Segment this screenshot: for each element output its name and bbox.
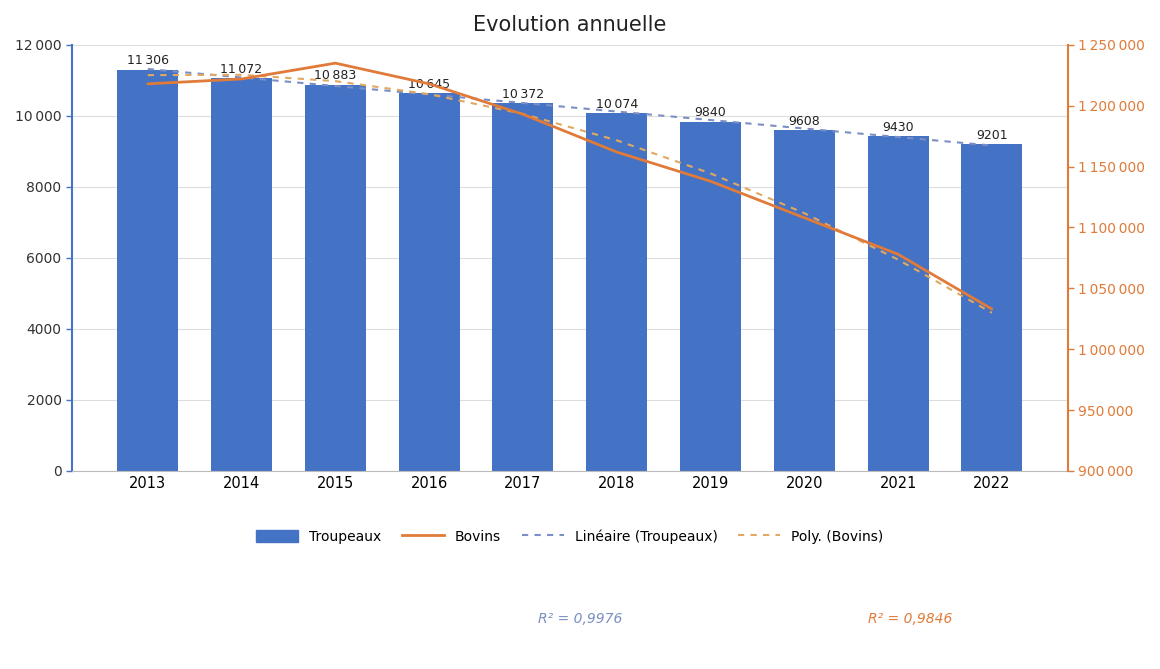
Bar: [774, 130, 835, 471]
Text: 9201: 9201: [976, 129, 1008, 142]
Text: 10 883: 10 883: [314, 70, 356, 82]
Text: R² = 0,9976: R² = 0,9976: [538, 612, 622, 626]
Text: 9840: 9840: [695, 106, 726, 120]
Bar: [586, 113, 647, 471]
Bar: [868, 136, 928, 471]
Bar: [211, 78, 273, 471]
Legend: Troupeaux, Bovins, Linéaire (Troupeaux), Poly. (Bovins): Troupeaux, Bovins, Linéaire (Troupeaux),…: [251, 524, 889, 549]
Text: 11 306: 11 306: [126, 54, 168, 68]
Title: Evolution annuelle: Evolution annuelle: [473, 15, 667, 35]
Bar: [305, 84, 365, 471]
Text: 10 372: 10 372: [502, 88, 544, 100]
Bar: [680, 122, 741, 471]
Bar: [117, 70, 179, 471]
Bar: [962, 145, 1022, 471]
Text: R² = 0,9846: R² = 0,9846: [869, 612, 952, 626]
Text: 9430: 9430: [883, 121, 914, 134]
Text: 10 074: 10 074: [595, 98, 638, 111]
Bar: [399, 93, 459, 471]
Bar: [493, 102, 553, 471]
Text: 9608: 9608: [789, 114, 820, 128]
Text: 10 645: 10 645: [408, 78, 450, 91]
Text: 11 072: 11 072: [220, 63, 262, 76]
